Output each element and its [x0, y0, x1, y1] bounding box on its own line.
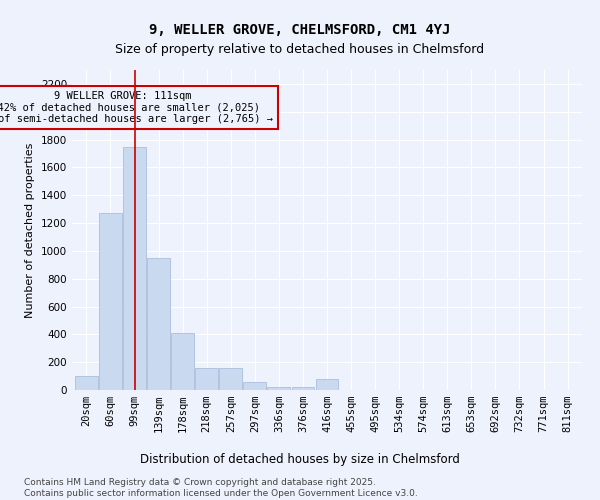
Bar: [195, 368, 218, 390]
Bar: [99, 212, 122, 390]
Bar: [316, 379, 338, 390]
Bar: [75, 376, 98, 390]
Bar: [268, 386, 290, 390]
Text: Size of property relative to detached houses in Chelmsford: Size of property relative to detached ho…: [115, 42, 485, 56]
Text: Distribution of detached houses by size in Chelmsford: Distribution of detached houses by size …: [140, 452, 460, 466]
Text: 9 WELLER GROVE: 111sqm
← 42% of detached houses are smaller (2,025)
58% of semi-: 9 WELLER GROVE: 111sqm ← 42% of detached…: [0, 91, 272, 124]
Bar: [171, 333, 194, 390]
Bar: [244, 382, 266, 390]
Text: Contains HM Land Registry data © Crown copyright and database right 2025.
Contai: Contains HM Land Registry data © Crown c…: [24, 478, 418, 498]
Y-axis label: Number of detached properties: Number of detached properties: [25, 142, 35, 318]
Bar: [123, 146, 146, 390]
Bar: [147, 258, 170, 390]
Text: 9, WELLER GROVE, CHELMSFORD, CM1 4YJ: 9, WELLER GROVE, CHELMSFORD, CM1 4YJ: [149, 22, 451, 36]
Bar: [220, 368, 242, 390]
Bar: [292, 387, 314, 390]
